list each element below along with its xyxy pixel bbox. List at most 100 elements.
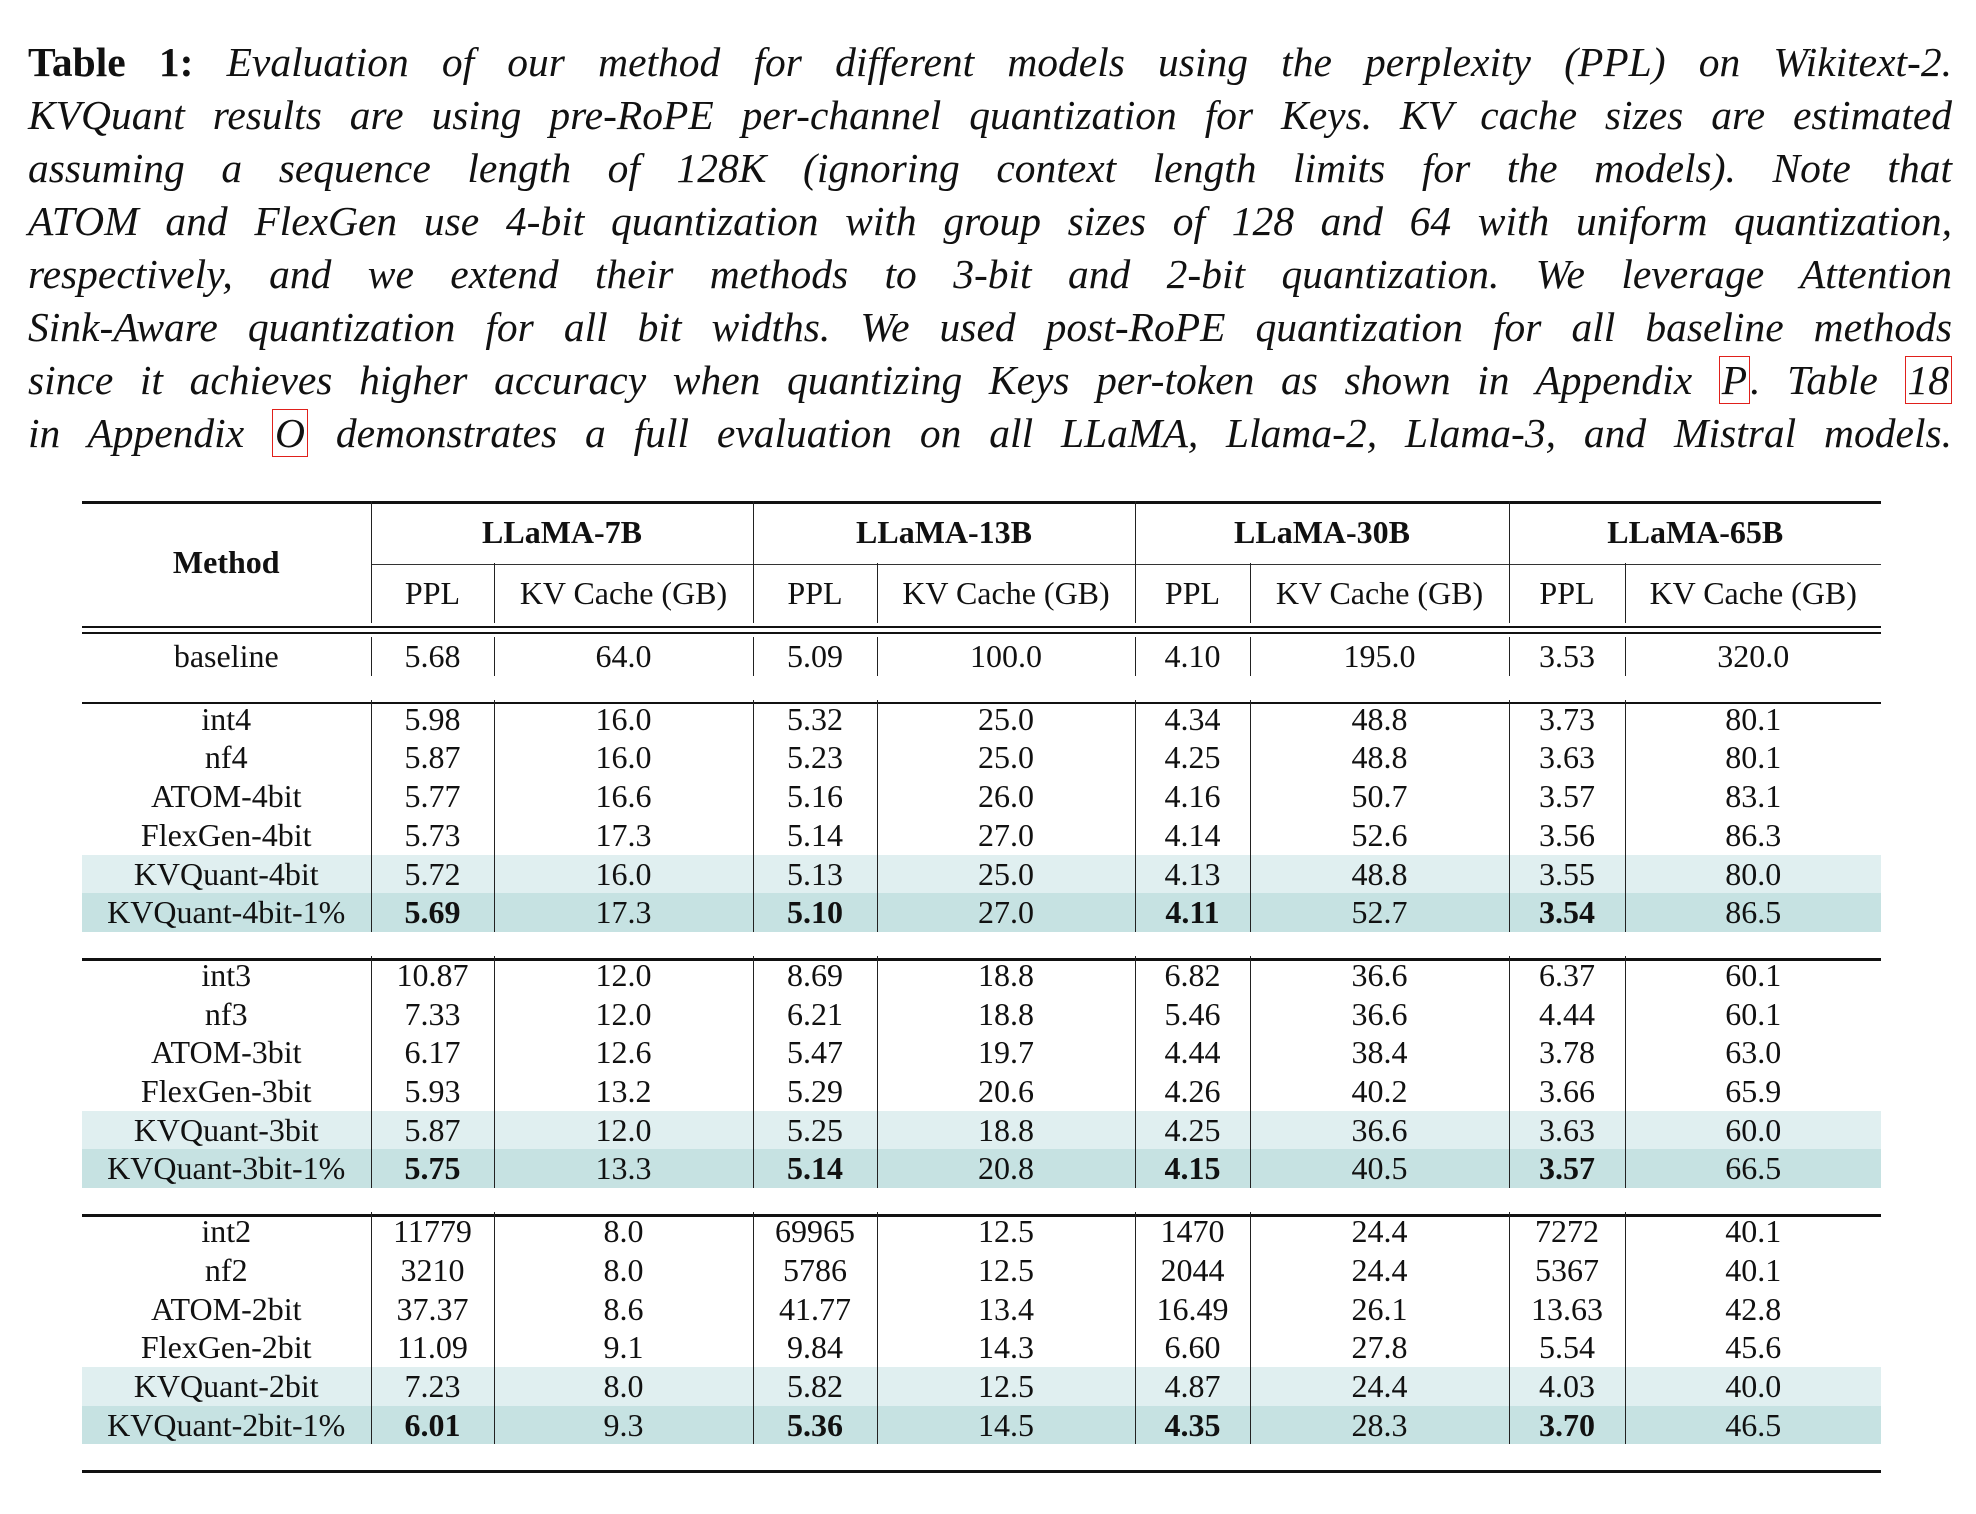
kv-cache-cell: 46.5 — [1624, 1405, 1881, 1445]
ppl-cell: 6.21 — [752, 994, 877, 1034]
model-header: LLaMA-7B — [370, 501, 753, 563]
ppl-cell: 5.68 — [370, 637, 494, 676]
caption-text: demonstrates a full evaluation on all LL… — [307, 410, 1953, 456]
ppl-cell: 8.69 — [752, 955, 877, 995]
ppl-cell: 5.82 — [752, 1366, 877, 1406]
table-row: int4 5.98 16.0 5.32 25.0 4.34 48.8 3.73 80.1 — [82, 699, 1881, 739]
ppl-cell: 5.72 — [370, 854, 494, 894]
kv-cache-cell: 40.5 — [1249, 1149, 1509, 1189]
ppl-cell: 6.17 — [370, 1033, 494, 1073]
kv-cache-cell: 14.5 — [876, 1405, 1135, 1445]
table-row: FlexGen-2bit 11.09 9.1 9.84 14.3 6.60 27.8 5.54… — [82, 1328, 1881, 1367]
header-double-rule — [82, 626, 1881, 628]
kv-cache-cell: 27.8 — [1249, 1328, 1509, 1367]
kv-cache-cell: 27.0 — [876, 893, 1135, 932]
kv-cache-cell: 63.0 — [1624, 1033, 1881, 1073]
kv-cache-cell: 80.1 — [1624, 738, 1881, 778]
kv-cache-cell: 12.5 — [876, 1366, 1135, 1406]
ppl-header: PPL — [752, 563, 877, 623]
group-spacer — [82, 1188, 1881, 1200]
group-spacer — [82, 1200, 1881, 1212]
kv-cache-cell: 18.8 — [876, 955, 1135, 995]
caption-text: in Appendix — [28, 410, 272, 456]
table-18-link[interactable]: 18 — [1904, 356, 1952, 404]
results-table: Method LLaMA-7B LLaMA-13B LLaMA-30B LLaMA-65… — [82, 501, 1881, 1456]
kv-cache-cell: 38.4 — [1249, 1033, 1509, 1073]
kv-cache-cell: 40.2 — [1249, 1072, 1509, 1111]
table-row: FlexGen-3bit 5.93 13.2 5.29 20.6 4.26 40.2 3.66… — [82, 1072, 1881, 1111]
kv-cache-cell: 16.6 — [493, 777, 753, 816]
table-row: ATOM-3bit 6.17 12.6 5.47 19.7 4.44 38.4 3.78 63.… — [82, 1033, 1881, 1073]
kv-cache-cell: 19.7 — [876, 1033, 1135, 1073]
group-spacer — [82, 932, 1881, 944]
ppl-cell: 5.36 — [752, 1405, 877, 1445]
kv-cache-cell: 25.0 — [876, 738, 1135, 778]
kv-cache-cell: 17.3 — [493, 815, 753, 855]
ppl-cell: 5.09 — [752, 637, 877, 676]
spacer — [82, 623, 1881, 637]
kv-cache-cell: 40.1 — [1624, 1250, 1881, 1290]
kv-cache-cell: 86.5 — [1624, 893, 1881, 932]
method-cell: ATOM-2bit — [150, 1290, 302, 1327]
ppl-cell: 37.37 — [370, 1289, 494, 1329]
method-cell: int4 — [201, 700, 252, 737]
caption-text: Evaluation of our method for different m… — [193, 39, 1952, 85]
spacer — [82, 1200, 1881, 1212]
caption-line: KVQuant results are using pre-RoPE per-c… — [28, 92, 1952, 138]
kv-cache-cell: 16.0 — [493, 699, 753, 739]
kv-cache-cell: 86.3 — [1624, 815, 1881, 855]
ppl-cell: 5.73 — [370, 815, 494, 855]
kv-cache-cell: 195.0 — [1249, 637, 1509, 676]
ppl-cell: 5.14 — [752, 1149, 877, 1189]
table-row: nf4 5.87 16.0 5.23 25.0 4.25 48.8 3.63 80.1 — [82, 738, 1881, 778]
ppl-cell: 13.63 — [1508, 1289, 1625, 1329]
kv-cache-cell: 12.0 — [493, 994, 753, 1034]
table-row: KVQuant-2bit-1% 6.01 9.3 5.36 14.5 4.35 28.3 3.… — [82, 1405, 1881, 1445]
appendix-p-link[interactable]: P — [1718, 356, 1751, 404]
kv-cache-cell: 100.0 — [876, 637, 1135, 676]
kv-cache-cell: 14.3 — [876, 1328, 1135, 1367]
appendix-o-link[interactable]: O — [272, 409, 308, 457]
ppl-cell: 5.47 — [752, 1033, 877, 1073]
ppl-cell: 4.44 — [1508, 994, 1625, 1034]
ppl-cell: 5.32 — [752, 699, 877, 739]
kv-cache-header: KV Cache (GB) — [493, 563, 753, 623]
ppl-cell: 5.10 — [752, 893, 877, 932]
ppl-cell: 6.01 — [370, 1405, 494, 1445]
kv-cache-cell: 24.4 — [1249, 1366, 1509, 1406]
model-header: LLaMA-65B — [1508, 501, 1881, 563]
kv-cache-cell: 50.7 — [1249, 777, 1509, 816]
model-header: LLaMA-30B — [1134, 501, 1509, 563]
caption-line: since it achieves higher accuracy when q… — [28, 354, 1952, 407]
ppl-cell: 5.77 — [370, 777, 494, 816]
kv-cache-cell: 16.0 — [493, 854, 753, 894]
ppl-cell: 5786 — [752, 1250, 877, 1290]
ppl-cell: 69965 — [752, 1212, 877, 1251]
ppl-cell: 5.29 — [752, 1072, 877, 1111]
kv-cache-cell: 52.7 — [1249, 893, 1509, 932]
ppl-cell: 4.87 — [1134, 1366, 1250, 1406]
ppl-cell: 5.93 — [370, 1072, 494, 1111]
ppl-cell: 5.98 — [370, 699, 494, 739]
sub-header-row: PPL KV Cache (GB) PPL KV Cache (GB) PPL KV Ca… — [82, 563, 1881, 623]
group-spacer — [82, 1444, 1881, 1456]
ppl-cell: 5.14 — [752, 815, 877, 855]
table-row: baseline 5.68 64.0 5.09 100.0 4.10 195.0 3.53 32… — [82, 637, 1881, 676]
spacer — [82, 676, 1881, 688]
kv-cache-cell: 27.0 — [876, 815, 1135, 855]
method-header: Method — [172, 543, 280, 580]
kv-cache-cell: 12.6 — [493, 1033, 753, 1073]
method-cell: ATOM-3bit — [150, 1034, 302, 1071]
kv-cache-cell: 36.6 — [1249, 955, 1509, 995]
kv-cache-cell: 18.8 — [876, 994, 1135, 1034]
ppl-cell: 5.75 — [370, 1149, 494, 1189]
table-row: ATOM-4bit 5.77 16.6 5.16 26.0 4.16 50.7 3.57 83.… — [82, 777, 1881, 816]
ppl-cell: 4.26 — [1134, 1072, 1250, 1111]
ppl-cell: 3.57 — [1508, 777, 1625, 816]
ppl-cell: 5.23 — [752, 738, 877, 778]
ppl-cell: 5367 — [1508, 1250, 1625, 1290]
caption-line: Table 1: Evaluation of our method for di… — [28, 36, 1952, 89]
kv-cache-cell: 12.0 — [493, 1110, 753, 1150]
ppl-cell: 6.60 — [1134, 1328, 1250, 1367]
kv-cache-cell: 36.6 — [1249, 1110, 1509, 1150]
